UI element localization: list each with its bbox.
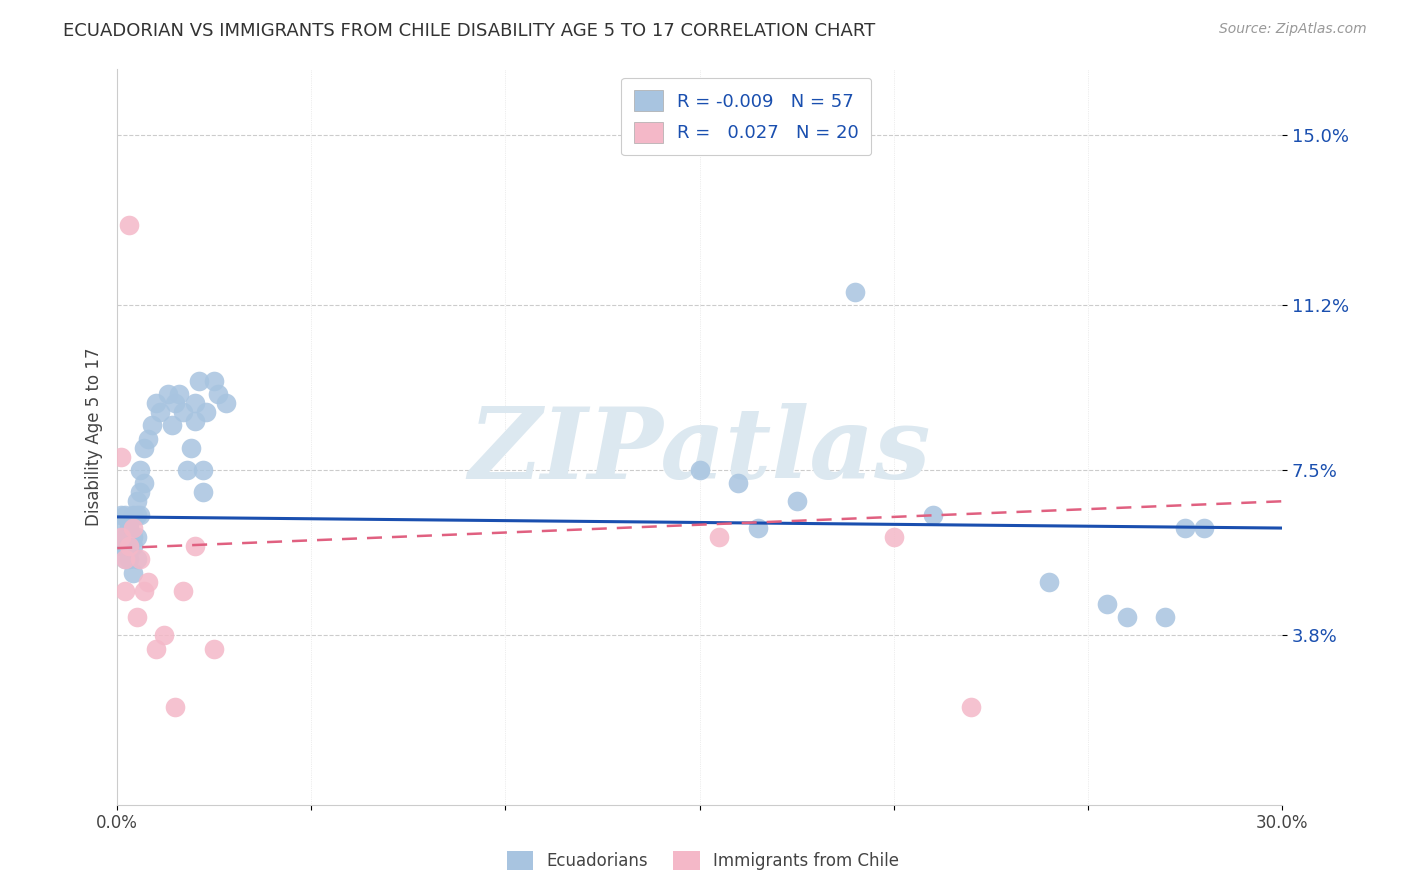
- Point: [118, 218, 141, 232]
- Point: [110, 539, 132, 553]
- Point: [169, 387, 191, 401]
- Point: [136, 432, 159, 446]
- Point: [883, 530, 905, 544]
- Point: [172, 583, 194, 598]
- Point: [125, 494, 148, 508]
- Point: [121, 521, 143, 535]
- Point: [125, 530, 148, 544]
- Point: [1174, 521, 1197, 535]
- Point: [134, 476, 156, 491]
- Point: [125, 610, 148, 624]
- Point: [114, 539, 136, 553]
- Point: [110, 521, 132, 535]
- Point: [129, 508, 152, 522]
- Legend: Ecuadorians, Immigrants from Chile: Ecuadorians, Immigrants from Chile: [501, 844, 905, 877]
- Point: [1115, 610, 1137, 624]
- Point: [689, 463, 711, 477]
- Point: [118, 530, 141, 544]
- Point: [960, 699, 983, 714]
- Point: [191, 485, 214, 500]
- Point: [114, 508, 136, 522]
- Point: [136, 574, 159, 589]
- Point: [114, 530, 136, 544]
- Point: [184, 396, 207, 410]
- Point: [145, 641, 167, 656]
- Point: [118, 539, 141, 553]
- Point: [121, 530, 143, 544]
- Point: [184, 539, 207, 553]
- Point: [191, 463, 214, 477]
- Point: [180, 441, 202, 455]
- Point: [786, 494, 808, 508]
- Point: [187, 374, 209, 388]
- Point: [165, 699, 187, 714]
- Text: Source: ZipAtlas.com: Source: ZipAtlas.com: [1219, 22, 1367, 37]
- Point: [110, 450, 132, 464]
- Point: [110, 508, 132, 522]
- Point: [121, 508, 143, 522]
- Point: [134, 583, 156, 598]
- Point: [118, 539, 141, 553]
- Point: [121, 539, 143, 553]
- Point: [1154, 610, 1177, 624]
- Point: [707, 530, 730, 544]
- Point: [118, 521, 141, 535]
- Point: [215, 396, 238, 410]
- Point: [844, 285, 866, 299]
- Point: [114, 552, 136, 566]
- Point: [118, 552, 141, 566]
- Point: [921, 508, 943, 522]
- Point: [129, 552, 152, 566]
- Point: [125, 508, 148, 522]
- Legend: R = -0.009   N = 57, R =   0.027   N = 20: R = -0.009 N = 57, R = 0.027 N = 20: [621, 78, 872, 155]
- Point: [176, 463, 198, 477]
- Y-axis label: Disability Age 5 to 17: Disability Age 5 to 17: [86, 347, 103, 526]
- Point: [1194, 521, 1216, 535]
- Point: [118, 516, 141, 531]
- Point: [172, 405, 194, 419]
- Point: [129, 463, 152, 477]
- Point: [121, 566, 143, 580]
- Text: ZIPatlas: ZIPatlas: [468, 403, 931, 500]
- Point: [110, 530, 132, 544]
- Point: [141, 418, 163, 433]
- Point: [727, 476, 749, 491]
- Point: [202, 374, 225, 388]
- Text: ECUADORIAN VS IMMIGRANTS FROM CHILE DISABILITY AGE 5 TO 17 CORRELATION CHART: ECUADORIAN VS IMMIGRANTS FROM CHILE DISA…: [63, 22, 876, 40]
- Point: [747, 521, 769, 535]
- Point: [129, 485, 152, 500]
- Point: [165, 396, 187, 410]
- Point: [114, 583, 136, 598]
- Point: [195, 405, 218, 419]
- Point: [125, 552, 148, 566]
- Point: [160, 418, 183, 433]
- Point: [134, 441, 156, 455]
- Point: [145, 396, 167, 410]
- Point: [149, 405, 172, 419]
- Point: [156, 387, 179, 401]
- Point: [202, 641, 225, 656]
- Point: [207, 387, 229, 401]
- Point: [114, 552, 136, 566]
- Point: [1097, 597, 1119, 611]
- Point: [184, 414, 207, 428]
- Point: [152, 628, 174, 642]
- Point: [1038, 574, 1060, 589]
